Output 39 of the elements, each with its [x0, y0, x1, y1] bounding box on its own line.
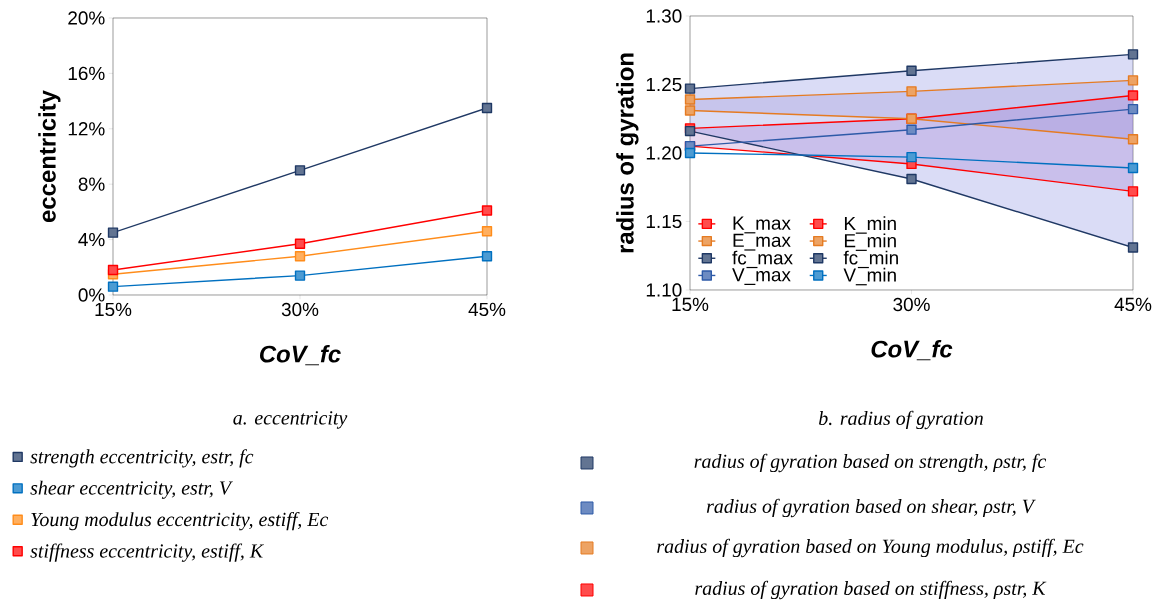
legend-label: Young modulus eccentricity, estiff, Ec — [31, 511, 329, 531]
legend-label: fc_min — [843, 250, 898, 269]
x-axis-title: CoV_fc — [259, 345, 341, 366]
x-tick-label: 30% — [893, 297, 930, 312]
legend-label: fc_max — [732, 250, 793, 269]
text: a. eccentricity — [233, 411, 348, 429]
legend-label: E_max — [733, 233, 791, 251]
legend-label: K_min — [844, 216, 896, 234]
legend-label: shear eccentricity, estr, V — [30, 480, 233, 499]
text: radius of gyration based on shear, ρstr, V — [706, 498, 1036, 518]
y-tick-label: 16% — [68, 66, 105, 81]
legend-label: K_max — [733, 216, 791, 234]
y-tick-label: 12% — [68, 122, 105, 136]
y-tick-label: 8% — [78, 177, 105, 191]
legend-label: stiffness eccentricity, estiff, K — [30, 543, 265, 562]
y-tick-label: 1.30 — [646, 9, 682, 23]
x-tick-label: 15% — [672, 297, 709, 312]
legend-label: V_max — [732, 268, 791, 285]
x-tick-label: 45% — [468, 302, 506, 317]
y-tick-label: 1.20 — [646, 146, 682, 160]
y-tick-label: 0% — [78, 288, 105, 302]
legend-label: E_min — [844, 233, 896, 251]
y-tick-label: 1.15 — [646, 214, 682, 229]
y-axis-title: eccentricity — [38, 90, 61, 222]
text: radius of gyration based on strength, ρstr, fc — [694, 453, 1047, 473]
y-tick-label: 1.10 — [646, 283, 682, 297]
y-tick-label: 1.25 — [646, 77, 682, 92]
y-axis-title: radius of gyration — [616, 53, 639, 253]
x-tick-label: 15% — [95, 302, 132, 317]
text: b. radius of gyration — [818, 410, 983, 430]
x-axis-title: CoV_fc — [871, 339, 953, 361]
y-tick-label: 20% — [68, 11, 105, 25]
legend-label: V_min — [843, 267, 896, 286]
y-tick-label: 4% — [78, 232, 105, 247]
x-tick-label: 45% — [1114, 297, 1152, 312]
text: radius of gyration based on stiffness, ρstr, K — [695, 580, 1047, 600]
text: radius of gyration based on Young modulus, ρstiff, Ec — [657, 538, 1084, 558]
legend-label: strength eccentricity, estr, fc — [30, 449, 254, 468]
x-tick-label: 30% — [281, 302, 319, 317]
